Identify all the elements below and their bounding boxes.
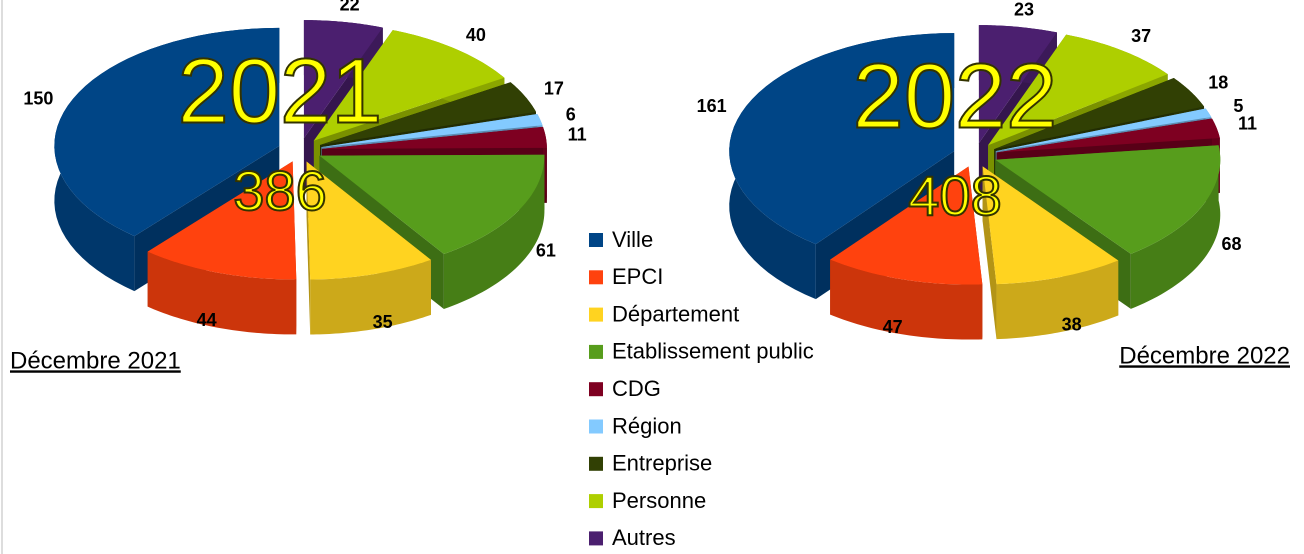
value-label: 5 [1233,96,1243,116]
legend-swatch [589,270,603,285]
slice-side [1130,145,1221,309]
slice [830,166,983,285]
slice [995,108,1212,152]
chart-subtitle: Décembre 2021 [10,347,181,374]
legend-label: CDG [612,376,661,401]
value-label: 6 [566,104,576,124]
legend-swatch [589,456,603,471]
slice-side [147,251,297,335]
total-label: 408 [908,164,1001,227]
slice-side [443,154,545,309]
value-label: 38 [1062,314,1082,334]
slice [303,20,383,139]
legend-label: Région [612,413,682,438]
slice [982,166,1119,285]
slice [319,154,545,254]
value-label: 23 [1014,0,1034,19]
value-label: 44 [197,310,217,330]
value-label: 161 [697,96,727,116]
slice [994,78,1205,150]
value-label: 11 [1238,113,1257,133]
slice-side [830,259,983,340]
value-label: 47 [883,317,903,337]
slice [988,34,1168,146]
legend-label: Ville [612,227,653,252]
slice [147,161,297,280]
value-label: 40 [466,25,486,45]
legend-swatch [589,494,603,509]
value-label: 61 [536,241,556,261]
slice [996,118,1220,153]
value-label: 17 [544,79,564,99]
value-label: 37 [1131,26,1151,46]
slice [320,82,536,146]
total-label: 386 [233,159,326,222]
legend-label: EPCI [612,264,663,289]
legend-label: Département [612,301,739,326]
value-label: 11 [568,124,587,144]
legend-label: Personne [612,488,706,513]
slice-side [310,259,431,335]
legend-swatch [589,531,603,546]
legend-label: Entreprise [612,451,712,476]
chart-subtitle: Décembre 2022 [1119,342,1290,369]
value-label: 18 [1208,72,1228,92]
slice-side [996,260,1119,340]
value-label: 68 [1221,234,1241,254]
legend-label: Etablissement public [612,339,814,364]
slice [313,30,505,141]
slice [54,27,280,237]
legend-swatch [589,419,603,434]
legend-swatch [589,233,603,247]
slice [321,126,547,149]
slice [978,25,1057,144]
slice [729,33,955,245]
chart-title: 2021 [178,40,383,142]
slice [306,161,431,280]
legend-swatch [589,307,603,322]
slice [321,114,543,148]
value-label: 150 [23,88,53,108]
slice [995,145,1221,254]
legend-label: Autres [612,525,676,550]
chart-title: 2022 [853,45,1058,147]
value-label: 22 [340,0,360,14]
legend-swatch [589,344,603,359]
value-label: 35 [373,312,393,332]
legend-swatch [589,382,603,397]
